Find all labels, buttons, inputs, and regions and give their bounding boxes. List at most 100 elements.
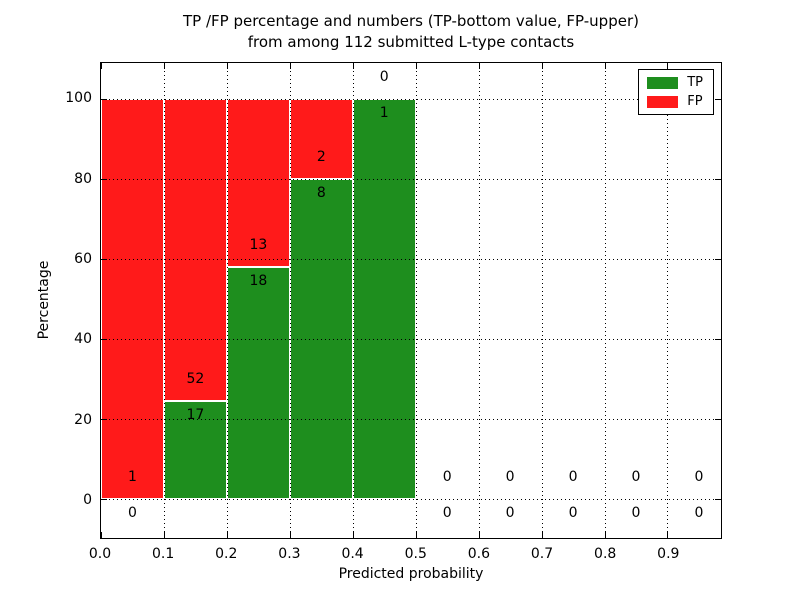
y-tick-left-3 bbox=[101, 259, 107, 261]
y-tick-label-2: 40 bbox=[74, 331, 92, 348]
gridline-x-0.1 bbox=[163, 63, 165, 538]
x-tick-top-7 bbox=[541, 63, 543, 69]
gridline-y-0 bbox=[101, 499, 721, 501]
tp-bar-2 bbox=[226, 266, 290, 500]
fp-count-label-4: 0 bbox=[379, 69, 389, 85]
tp-count-label-2: 18 bbox=[249, 272, 268, 289]
tp-count-label-1: 17 bbox=[186, 406, 205, 423]
x-tick-label-2: 0.2 bbox=[215, 546, 238, 562]
chart-title: TP /FP percentage and numbers (TP-bottom… bbox=[100, 11, 722, 53]
gridline-y-40 bbox=[101, 339, 721, 341]
gridline-x-0.3 bbox=[289, 63, 291, 538]
tp-swatch-icon bbox=[647, 76, 679, 89]
fp-count-label-8: 0 bbox=[631, 469, 641, 486]
gridline-y-60 bbox=[101, 259, 721, 261]
legend-entry-fp: FP bbox=[647, 95, 703, 108]
y-tick-left-4 bbox=[101, 179, 107, 181]
tp-count-label-7: 0 bbox=[568, 505, 578, 522]
x-tick-bottom-3 bbox=[289, 532, 291, 538]
gridline-y-80 bbox=[101, 179, 721, 181]
x-tick-label-6: 0.6 bbox=[467, 546, 491, 562]
legend: TP FP bbox=[638, 69, 714, 115]
legend-label-tp: TP bbox=[687, 75, 703, 90]
x-tick-label-8: 0.8 bbox=[594, 546, 617, 562]
x-tick-top-9 bbox=[667, 63, 669, 69]
x-tick-top-5 bbox=[415, 63, 417, 69]
y-tick-right-0 bbox=[715, 499, 721, 501]
x-tick-label-7: 0.7 bbox=[530, 546, 554, 562]
fp-bar-0 bbox=[101, 99, 164, 500]
gridline-x-0.7 bbox=[541, 63, 543, 538]
x-tick-label-3: 0.3 bbox=[278, 546, 301, 562]
y-tick-label-3: 60 bbox=[74, 250, 92, 267]
y-tick-left-2 bbox=[101, 339, 107, 341]
fp-count-label-5: 0 bbox=[442, 469, 452, 486]
x-tick-bottom-7 bbox=[541, 532, 543, 538]
y-tick-label-1: 20 bbox=[74, 411, 92, 428]
tp-count-label-5: 0 bbox=[442, 505, 452, 522]
x-tick-label-9: 0.9 bbox=[657, 546, 680, 562]
legend-label-fp: FP bbox=[687, 94, 703, 109]
x-tick-top-2 bbox=[226, 63, 228, 69]
gridline-x-0.2 bbox=[226, 63, 228, 538]
gridline-x-0.6 bbox=[478, 63, 480, 538]
tp-bar-4 bbox=[352, 99, 416, 500]
fp-count-label-6: 0 bbox=[505, 469, 515, 486]
x-tick-bottom-8 bbox=[604, 532, 606, 538]
y-tick-label-0: 0 bbox=[83, 492, 92, 509]
x-tick-top-6 bbox=[478, 63, 480, 69]
fp-count-label-7: 0 bbox=[568, 469, 578, 486]
y-tick-left-5 bbox=[101, 99, 107, 100]
x-tick-top-3 bbox=[289, 63, 291, 69]
chart-title-line2: from among 112 submitted L-type contacts bbox=[247, 33, 575, 51]
y-tick-right-5 bbox=[715, 99, 721, 100]
tp-count-label-9: 0 bbox=[694, 505, 704, 522]
plot-area: TP FP 1 0 52 17 13 18 2 8 0 1 0 0 0 0 0 0 0 0 0 0 bbox=[100, 62, 722, 539]
fp-count-label-9: 0 bbox=[694, 469, 704, 486]
tp-count-label-8: 0 bbox=[631, 505, 641, 522]
x-tick-bottom-9 bbox=[667, 532, 669, 538]
fp-bar-2 bbox=[226, 99, 290, 267]
x-tick-bottom-6 bbox=[478, 532, 480, 538]
tp-count-label-0: 0 bbox=[128, 505, 137, 522]
fp-count-label-2: 13 bbox=[249, 236, 268, 253]
x-tick-top-0 bbox=[101, 63, 102, 69]
y-tick-right-3 bbox=[715, 259, 721, 261]
y-tick-label-5: 100 bbox=[65, 90, 92, 107]
y-tick-right-4 bbox=[715, 179, 721, 181]
y-tick-left-1 bbox=[101, 419, 107, 421]
gridline-y-100 bbox=[101, 99, 721, 100]
tp-count-label-3: 8 bbox=[316, 185, 326, 202]
x-tick-label-0: 0.0 bbox=[88, 546, 112, 562]
x-tick-bottom-2 bbox=[226, 532, 228, 538]
legend-entry-tp: TP bbox=[647, 76, 703, 89]
x-tick-label-5: 0.5 bbox=[404, 546, 427, 562]
gridline-y-20 bbox=[101, 419, 721, 421]
fp-swatch-icon bbox=[647, 95, 679, 108]
x-tick-label-4: 0.4 bbox=[341, 546, 364, 562]
gridline-x-0.4 bbox=[352, 63, 354, 538]
chart-title-line1: TP /FP percentage and numbers (TP-bottom… bbox=[183, 12, 639, 30]
fp-bar-3 bbox=[289, 99, 353, 180]
fp-count-label-3: 2 bbox=[316, 149, 326, 166]
y-tick-right-2 bbox=[715, 339, 721, 341]
gridline-x-0.5 bbox=[415, 63, 417, 538]
fp-count-label-1: 52 bbox=[186, 370, 205, 387]
y-tick-right-1 bbox=[715, 419, 721, 421]
x-tick-top-8 bbox=[604, 63, 606, 69]
y-axis-label: Percentage bbox=[36, 260, 52, 340]
tp-count-label-6: 0 bbox=[505, 505, 515, 522]
x-axis-label: Predicted probability bbox=[338, 566, 484, 582]
x-tick-label-1: 0.1 bbox=[152, 546, 175, 562]
x-tick-bottom-0 bbox=[101, 532, 102, 538]
gridline-x-0.9 bbox=[667, 63, 669, 538]
fp-count-label-0: 1 bbox=[128, 469, 137, 486]
x-tick-top-1 bbox=[163, 63, 165, 69]
gridline-x-0.8 bbox=[604, 63, 606, 538]
y-tick-left-0 bbox=[101, 499, 107, 501]
x-tick-bottom-1 bbox=[163, 532, 165, 538]
x-tick-bottom-5 bbox=[415, 532, 417, 538]
y-tick-label-4: 80 bbox=[74, 170, 92, 187]
x-tick-bottom-4 bbox=[352, 532, 354, 538]
